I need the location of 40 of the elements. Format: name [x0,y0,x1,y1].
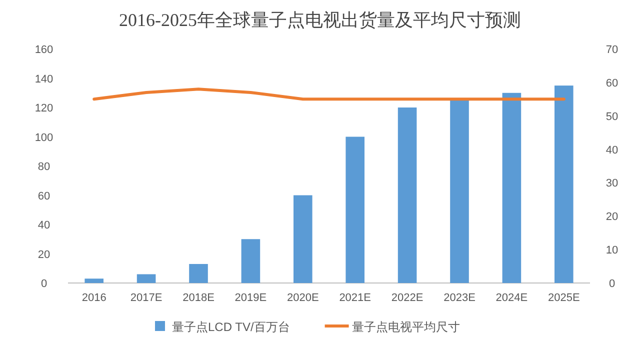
y2-tick-label: 0 [608,278,616,290]
bar [84,278,104,283]
chart-title: 2016-2025年全球量子点电视出货量及平均尺寸预测 [119,10,521,30]
x-tick-label: 2024E [496,292,528,304]
bar [398,108,417,283]
y2-tick-label: 20 [606,211,618,224]
y2-tick-label: 60 [606,77,618,90]
bar [189,264,208,283]
y2-tick-label: 50 [606,110,618,123]
y-tick-label: 120 [34,102,54,114]
legend-label: 量子点电视平均尺寸 [352,320,460,334]
x-tick-label: 2019E [234,292,267,304]
y2-tick-label: 40 [606,144,618,156]
bar [241,239,260,283]
legend-label: 量子点LCD TV/百万台 [172,320,290,334]
bar [554,86,574,283]
y-tick-label: 0 [40,278,48,290]
x-tick-label: 2025E [548,292,580,304]
y-tick-label: 20 [38,248,50,261]
y2-tick-label: 70 [606,44,618,56]
y2-tick-label: 10 [606,244,618,257]
x-tick-label: 2020E [286,292,319,304]
x-tick-label: 2017E [130,292,162,304]
y-tick-label: 80 [38,161,50,173]
y-tick-label: 140 [34,73,54,86]
x-tick-label: 2016 [82,292,106,304]
bar [450,100,469,283]
y-tick-label: 40 [38,220,50,232]
bar [502,92,522,283]
y-tick-label: 160 [34,44,54,56]
y-tick-label: 100 [34,132,54,144]
x-tick-label: 2023E [444,292,476,304]
x-tick-label: 2022E [391,292,424,304]
x-tick-label: 2021E [339,292,372,304]
y-tick-label: 60 [38,190,50,202]
bar [294,195,312,283]
bar [346,136,364,283]
bar [136,274,156,283]
y2-tick-label: 30 [606,178,618,190]
x-tick-label: 2018E [182,292,214,304]
